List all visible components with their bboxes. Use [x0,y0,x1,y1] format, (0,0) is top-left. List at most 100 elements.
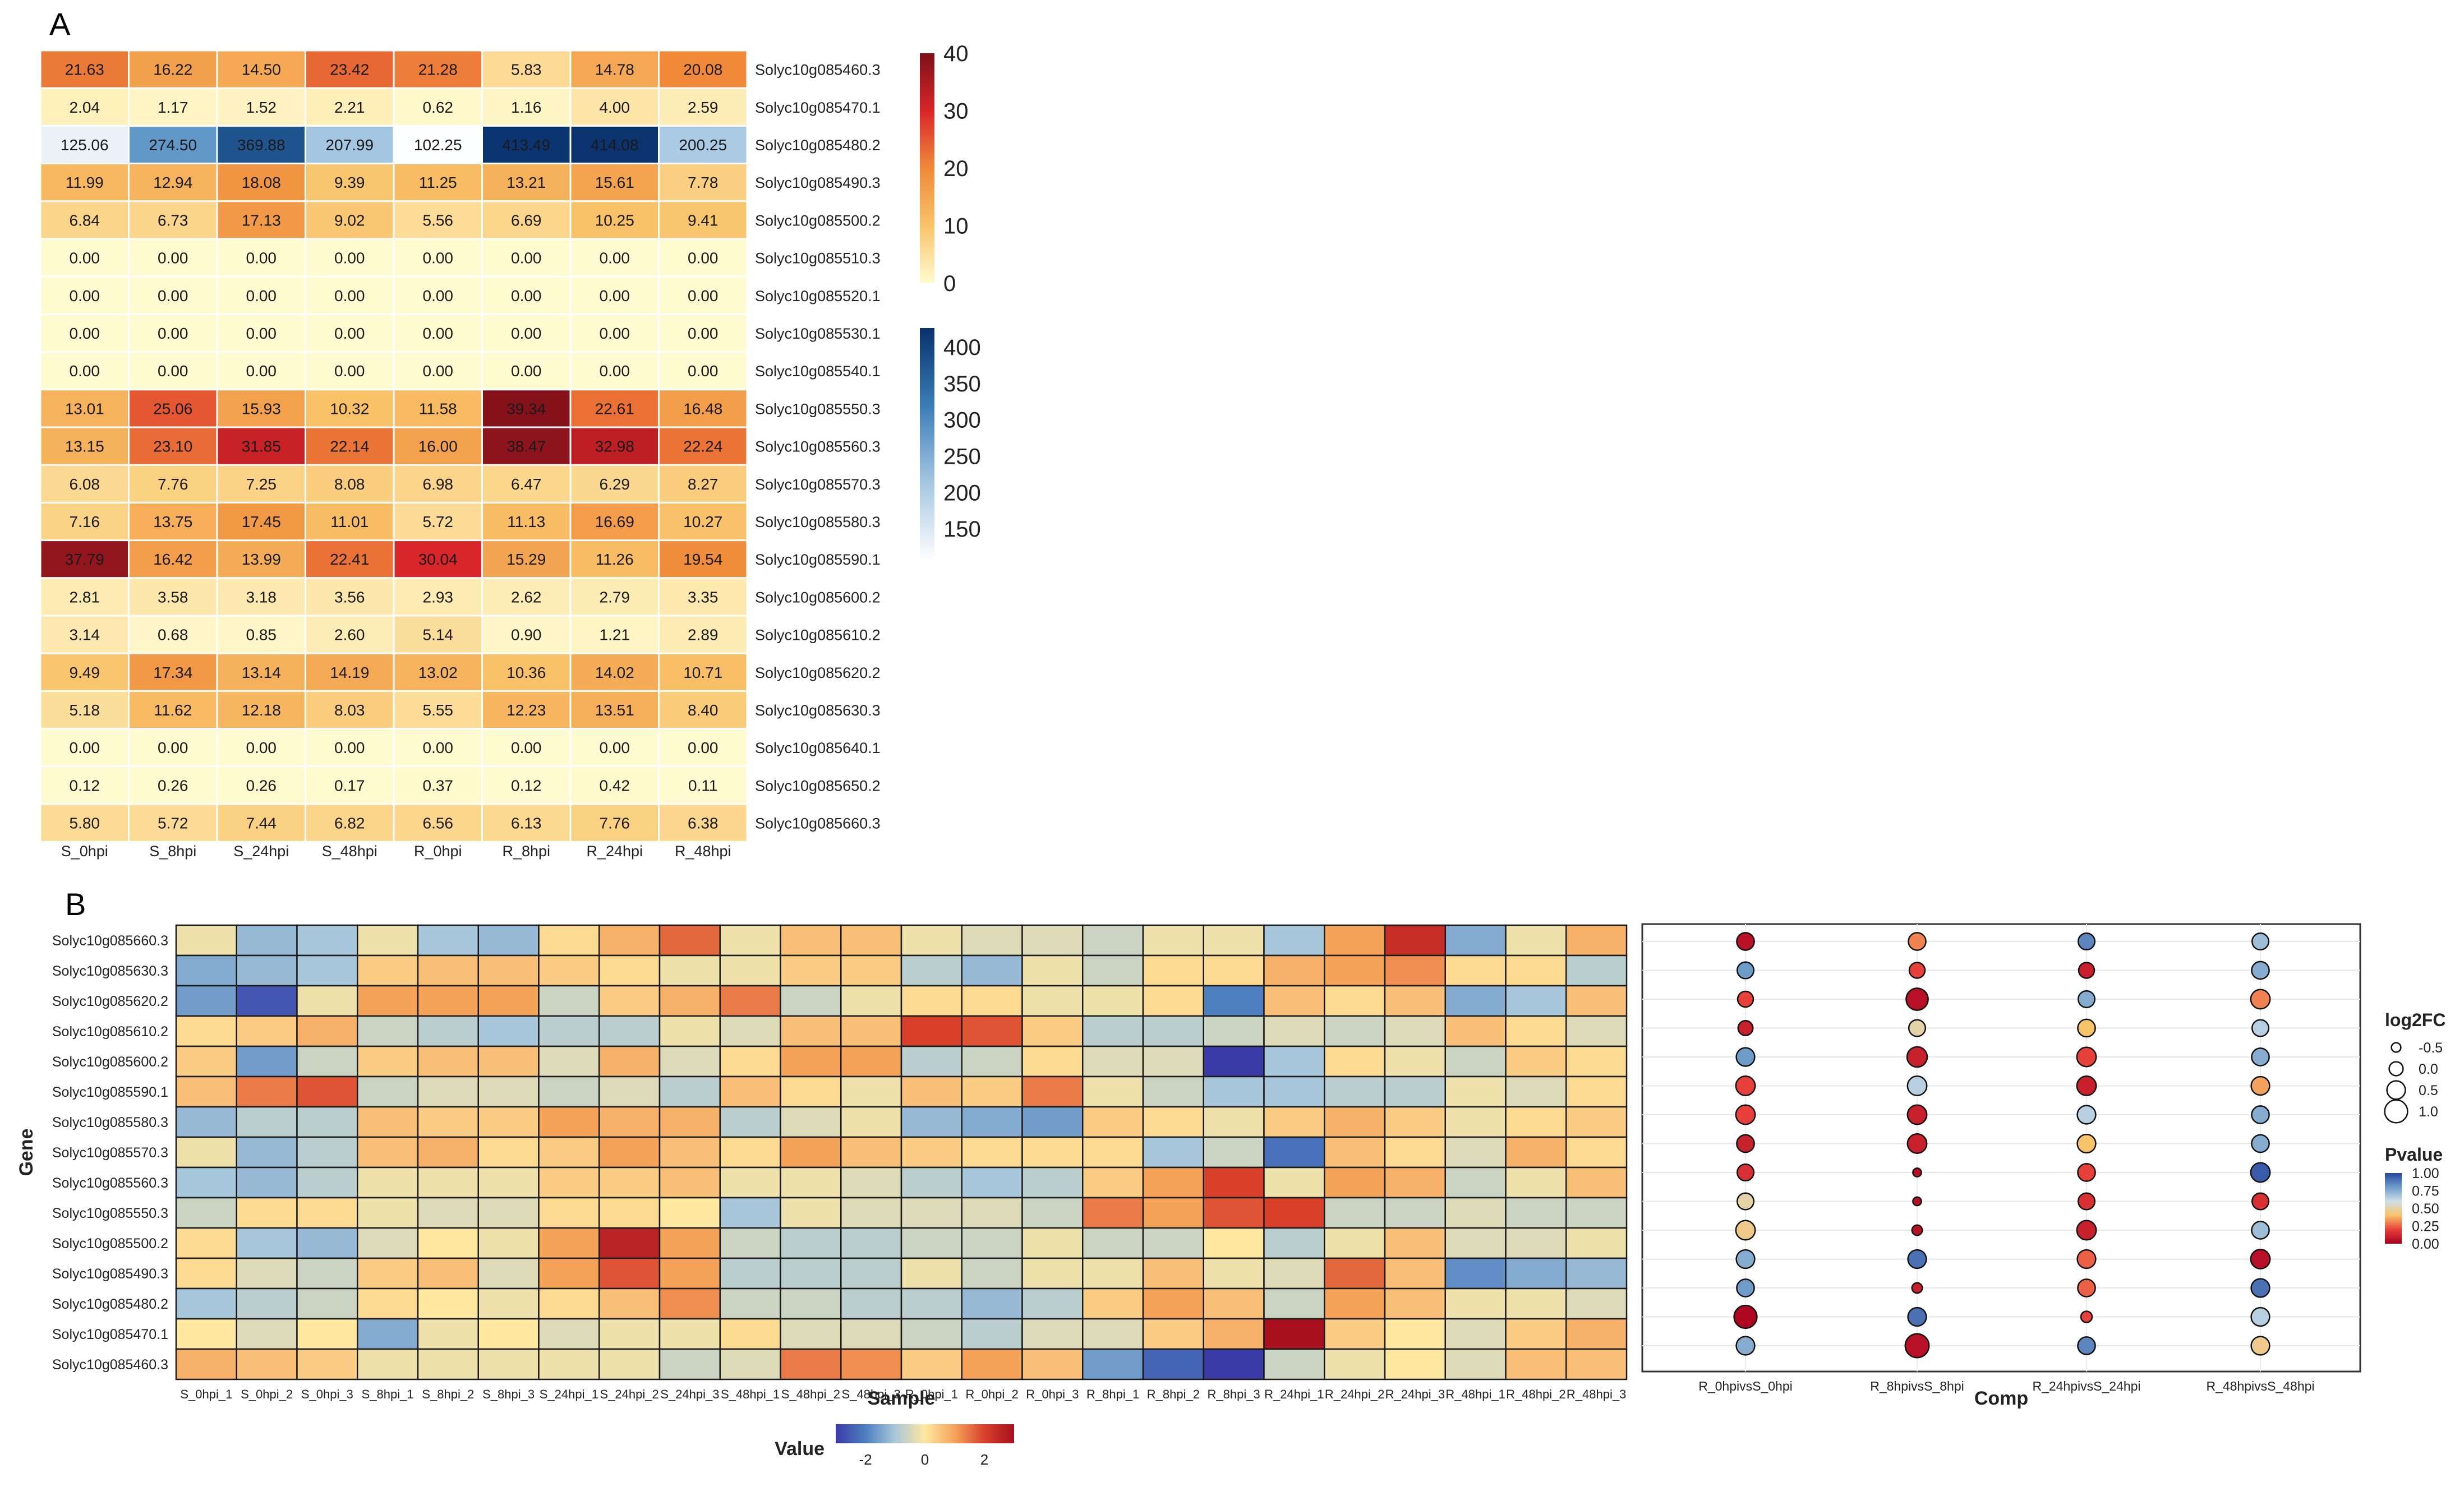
heatmap-cell [1263,1287,1325,1320]
heatmap-cell [39,389,130,428]
heatmap-cell [598,1348,661,1380]
heatmap-cell [1565,1075,1628,1108]
cell-value-label: 0.00 [158,739,188,756]
heatmap-cell [719,1166,781,1199]
cell-value-label: 11.58 [419,400,457,417]
heatmap-cell [1082,1257,1144,1290]
heatmap-cell [417,1015,479,1047]
row-label: Solyc10g085620.2 [52,994,168,1009]
cell-value-label: 21.28 [418,61,458,79]
heatmap-cell [1565,1227,1628,1259]
heatmap-cell [1203,985,1265,1017]
heatmap-cell [1021,1197,1084,1229]
heatmap-cell [216,389,306,428]
cell-value-label: 0.37 [423,777,454,794]
heatmap-cell [780,1166,842,1199]
heatmap-cell [1021,1318,1084,1350]
heatmap-cell [128,87,218,127]
heatmap-cell [393,728,483,768]
heatmap-cell [236,1166,298,1199]
heatmap-cell [236,1075,298,1108]
heatmap-cell [175,1257,237,1290]
row-label: Solyc10g085460.3 [755,62,881,79]
heatmap-cell [417,1348,479,1380]
dot [2251,1047,2270,1066]
row-label: Solyc10g085490.3 [755,174,881,191]
cell-value-label: 13.51 [595,701,634,719]
heatmap-cell [1142,1287,1204,1320]
cell-value-label: 8.27 [688,475,719,493]
heatmap-cell [1384,985,1446,1017]
row-label: Solyc10g085470.1 [52,1327,168,1342]
heatmap-cell [1142,954,1204,987]
heatmap-cell [1203,1287,1265,1320]
cell-value-label: 17.45 [242,513,281,530]
heatmap-cell [393,275,483,315]
heatmap-cell [658,275,748,315]
cell-value-label: 0.00 [70,325,100,342]
heatmap-cell [719,1045,781,1078]
heatmap-cell [357,1166,419,1199]
cell-value-label: 1.17 [158,99,188,116]
cell-value-label: 0.26 [246,777,277,794]
cell-value-label: 6.73 [158,211,188,229]
cell-value-label: 1.21 [600,626,630,644]
heatmap-cell [216,652,306,692]
cell-value-label: 0.68 [158,626,188,644]
heatmap-cell [1142,924,1204,957]
heatmap-cell [1384,1287,1446,1320]
high-scale-tick: 200 [943,481,981,505]
heatmap-cell [477,1075,540,1108]
cell-value-label: 0.00 [246,325,277,342]
heatmap-cell [296,1106,358,1138]
cell-value-label: 17.13 [242,211,281,229]
heatmap-cell [1142,1257,1204,1290]
heatmap-cell [598,924,661,957]
cell-value-label: 11.01 [330,513,369,530]
heatmap-cell [1384,1197,1446,1229]
cell-value-label: 0.00 [423,739,454,756]
heatmap-cell [357,1287,419,1320]
heatmap-cell [1082,1348,1144,1380]
heatmap-cell [236,1136,298,1169]
cell-value-label: 23.42 [330,61,369,79]
heatmap-cell [538,1287,600,1320]
cell-value-label: 6.08 [70,475,100,493]
heatmap-cell [175,1136,237,1169]
heatmap-cell [417,924,479,957]
column-label: S_8hpi [149,843,196,860]
heatmap-cell [1384,1318,1446,1350]
heatmap-cell [357,1318,419,1350]
heatmap-cell [1505,1075,1567,1108]
heatmap-cell [1444,1197,1507,1229]
cell-value-label: 0.00 [70,250,100,267]
row-label: Solyc10g085590.1 [52,1084,168,1100]
heatmap-cell [658,1197,721,1229]
heatmap-cell [1384,1106,1446,1138]
dot [2078,962,2095,979]
heatmap-cell [481,803,572,843]
column-label: S_24hpi_1 [540,1387,598,1401]
heatmap-cell [393,765,483,805]
cell-value-label: 16.48 [683,400,722,417]
dot [2250,1336,2270,1356]
cell-value-label: 0.00 [246,362,277,380]
heatmap-cell [1263,1166,1325,1199]
heatmap-cell [477,924,540,957]
cell-value-label: 413.49 [502,136,550,154]
size-legend-tick: -0.5 [2419,1040,2443,1056]
heatmap-cell [1324,954,1386,987]
heatmap-cell [658,1257,721,1290]
heatmap-cell [900,924,962,957]
comp-label: R_24hpivsS_24hpi [2032,1379,2140,1393]
heatmap-cell [900,1166,962,1199]
heatmap-cell [417,1287,479,1320]
heatmap-cell [393,389,483,428]
row-label: Solyc10g085570.3 [52,1145,168,1161]
heatmap-cell [216,464,306,504]
panel-label-b: B [65,886,86,922]
cell-value-label: 0.00 [158,362,188,380]
dot [2250,1075,2270,1096]
cell-value-label: 7.76 [600,815,630,832]
cell-value-label: 0.00 [158,325,188,342]
